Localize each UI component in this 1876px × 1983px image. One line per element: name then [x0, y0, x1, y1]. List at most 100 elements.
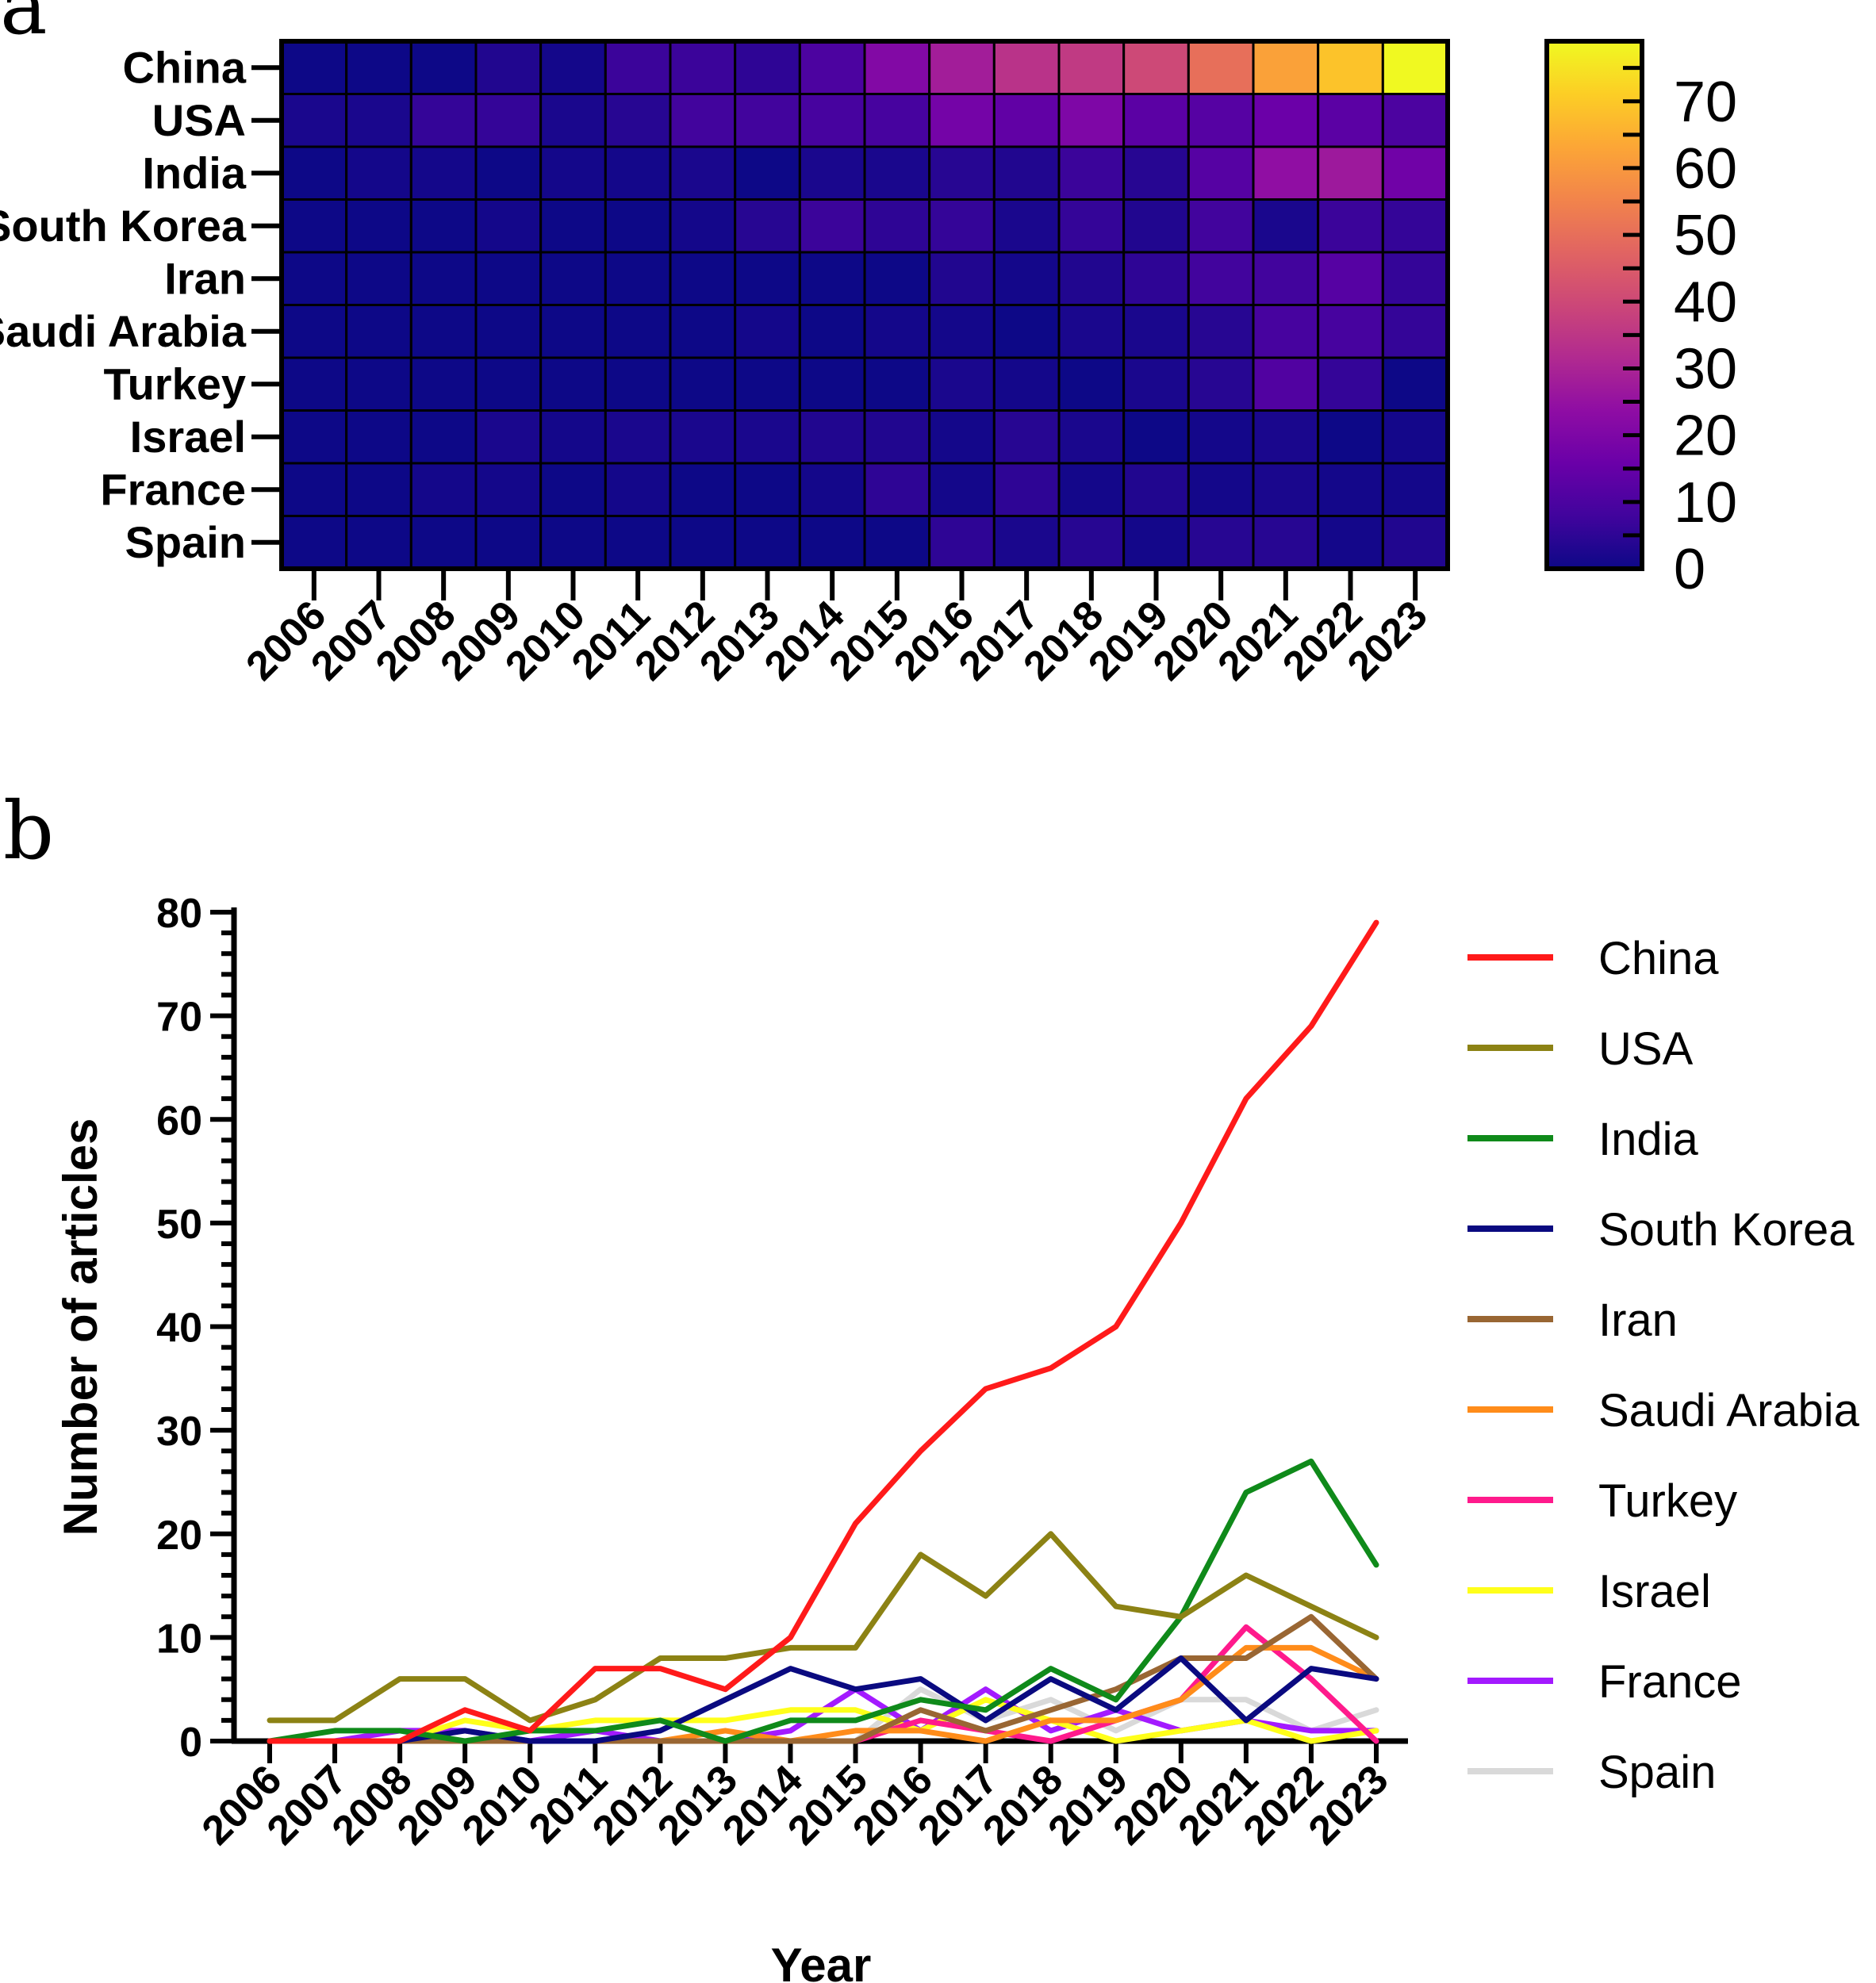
legend-label-iran: Iran: [1598, 1295, 1678, 1346]
heatmap-cell-france-2014: [798, 462, 866, 517]
heatmap-cell-spain-2012: [669, 515, 737, 570]
line-chart-legend: China USA India South Korea Iran Saudi Arabia…: [1467, 933, 1860, 1798]
heatmap-cell-spain-2022: [1317, 515, 1384, 570]
heatmap-cell-south-korea-2011: [604, 198, 672, 254]
heatmap-cell-iran-2017: [992, 251, 1061, 306]
heatmap-cell-spain-2011: [604, 515, 672, 570]
heatmap-cell-china-2018: [1057, 40, 1126, 95]
heatmap-cell-china-2015: [863, 40, 931, 95]
heatmap-cell-turkey-2009: [474, 356, 543, 412]
heatmap-cell-france-2008: [409, 462, 478, 517]
heatmap-cell-israel-2006: [280, 409, 348, 465]
heatmap-cell-iran-2019: [1122, 251, 1190, 306]
heatmap-cell-south-korea-2006: [280, 198, 348, 254]
heatmap-row-label-south-korea: South Korea: [0, 201, 247, 251]
heatmap-row-label-iran: Iran: [164, 253, 246, 303]
heatmap-cell-usa-2006: [280, 93, 348, 148]
heatmap-cell-france-2006: [280, 462, 348, 517]
heatmap-cell-france-2023: [1381, 462, 1449, 517]
heatmap-cell-iran-2008: [409, 251, 478, 306]
panel-b-letter: b: [3, 784, 54, 877]
heatmap-cell-iran-2021: [1252, 251, 1320, 306]
heatmap-cell-iran-2010: [539, 251, 607, 306]
heatmap-cell-china-2014: [798, 40, 866, 95]
heatmap-cell-spain-2016: [928, 515, 996, 570]
series-line-china: [267, 919, 1379, 1744]
heatmap-cell-israel-2008: [409, 409, 478, 465]
heatmap-cell-france-2021: [1252, 462, 1320, 517]
legend-label-france: France: [1598, 1656, 1742, 1708]
heatmap-cell-spain-2015: [863, 515, 931, 570]
heatmap-cell-usa-2021: [1252, 93, 1320, 148]
heatmap-cell-usa-2017: [992, 93, 1061, 148]
heatmap-cell-israel-2018: [1057, 409, 1126, 465]
heatmap-cell-turkey-2018: [1057, 356, 1126, 412]
y-axis-title: Number of articles: [54, 1118, 107, 1536]
heatmap-cell-india-2011: [604, 145, 672, 201]
heatmap-cell-china-2010: [539, 40, 607, 95]
heatmap-cell-south-korea-2022: [1317, 198, 1384, 254]
heatmap-cell-india-2009: [474, 145, 543, 201]
heatmap-cell-china-2012: [669, 40, 737, 95]
legend-label-south-korea: South Korea: [1598, 1204, 1855, 1256]
heatmap-cell-south-korea-2018: [1057, 198, 1126, 254]
heatmap-cell-israel-2011: [604, 409, 672, 465]
heatmap-cell-france-2011: [604, 462, 672, 517]
heatmap-cell-iran-2023: [1381, 251, 1449, 306]
heatmap-cell-france-2007: [345, 462, 412, 517]
legend-label-turkey: Turkey: [1598, 1475, 1737, 1527]
heatmap-cell-saudi-arabia-2010: [539, 304, 607, 359]
heatmap-cell-israel-2007: [345, 409, 412, 465]
heatmap-cell-israel-2010: [539, 409, 607, 465]
heatmap-row-label-spain: Spain: [125, 517, 246, 567]
heatmap-cell-turkey-2008: [409, 356, 478, 412]
heatmap-cell-iran-2012: [669, 251, 737, 306]
series-line-india: [267, 1458, 1379, 1744]
heatmap-cell-south-korea-2009: [474, 198, 543, 254]
heatmap-cell-south-korea-2013: [734, 198, 801, 254]
heatmap-cell-south-korea-2010: [539, 198, 607, 254]
heatmap-cell-usa-2013: [734, 93, 801, 148]
heatmap-row-label-turkey: Turkey: [104, 359, 246, 408]
heatmap-cell-iran-2006: [280, 251, 348, 306]
heatmap-cell-spain-2009: [474, 515, 543, 570]
heatmap-cell-france-2013: [734, 462, 801, 517]
heatmap-cell-turkey-2016: [928, 356, 996, 412]
heatmap-cell-china-2016: [928, 40, 996, 95]
heatmap-cell-turkey-2022: [1317, 356, 1384, 412]
heatmap-cell-israel-2019: [1122, 409, 1190, 465]
heatmap-cell-usa-2019: [1122, 93, 1190, 148]
heatmap-cell-india-2020: [1187, 145, 1255, 201]
heatmap-cell-turkey-2014: [798, 356, 866, 412]
heatmap-cell-south-korea-2017: [992, 198, 1061, 254]
legend-label-china: China: [1598, 933, 1719, 984]
heatmap-cell-india-2019: [1122, 145, 1190, 201]
heatmap-cell-israel-2012: [669, 409, 737, 465]
heatmap-cell-india-2018: [1057, 145, 1126, 201]
heatmap-cell-spain-2023: [1381, 515, 1449, 570]
heatmap-cell-china-2019: [1122, 40, 1190, 95]
y-tick-label: 70: [156, 995, 202, 1041]
heatmap-cell-turkey-2010: [539, 356, 607, 412]
heatmap-cell-china-2007: [345, 40, 412, 95]
heatmap-cell-iran-2009: [474, 251, 543, 306]
heatmap-cell-south-korea-2019: [1122, 198, 1190, 254]
heatmap-cell-turkey-2019: [1122, 356, 1190, 412]
heatmap-cell-south-korea-2021: [1252, 198, 1320, 254]
heatmap-cell-israel-2022: [1317, 409, 1384, 465]
colorbar-tick-label: 30: [1674, 337, 1737, 401]
heatmap-cell-south-korea-2007: [345, 198, 412, 254]
heatmap-cell-france-2022: [1317, 462, 1384, 517]
heatmap-cell-india-2023: [1381, 145, 1449, 201]
series-line-usa: [267, 1531, 1379, 1724]
heatmap-cell-india-2015: [863, 145, 931, 201]
heatmap-cell-turkey-2021: [1252, 356, 1320, 412]
heatmap-cell-france-2018: [1057, 462, 1126, 517]
heatmap-cell-india-2010: [539, 145, 607, 201]
heatmap-row-label-saudi-arabia: Saudi Arabia: [0, 306, 247, 356]
heatmap-cell-turkey-2020: [1187, 356, 1255, 412]
heatmap-cell-france-2009: [474, 462, 543, 517]
heatmap-cell-india-2021: [1252, 145, 1320, 201]
line-chart: 0102030405060708020062007200820092010201…: [54, 891, 1408, 1983]
